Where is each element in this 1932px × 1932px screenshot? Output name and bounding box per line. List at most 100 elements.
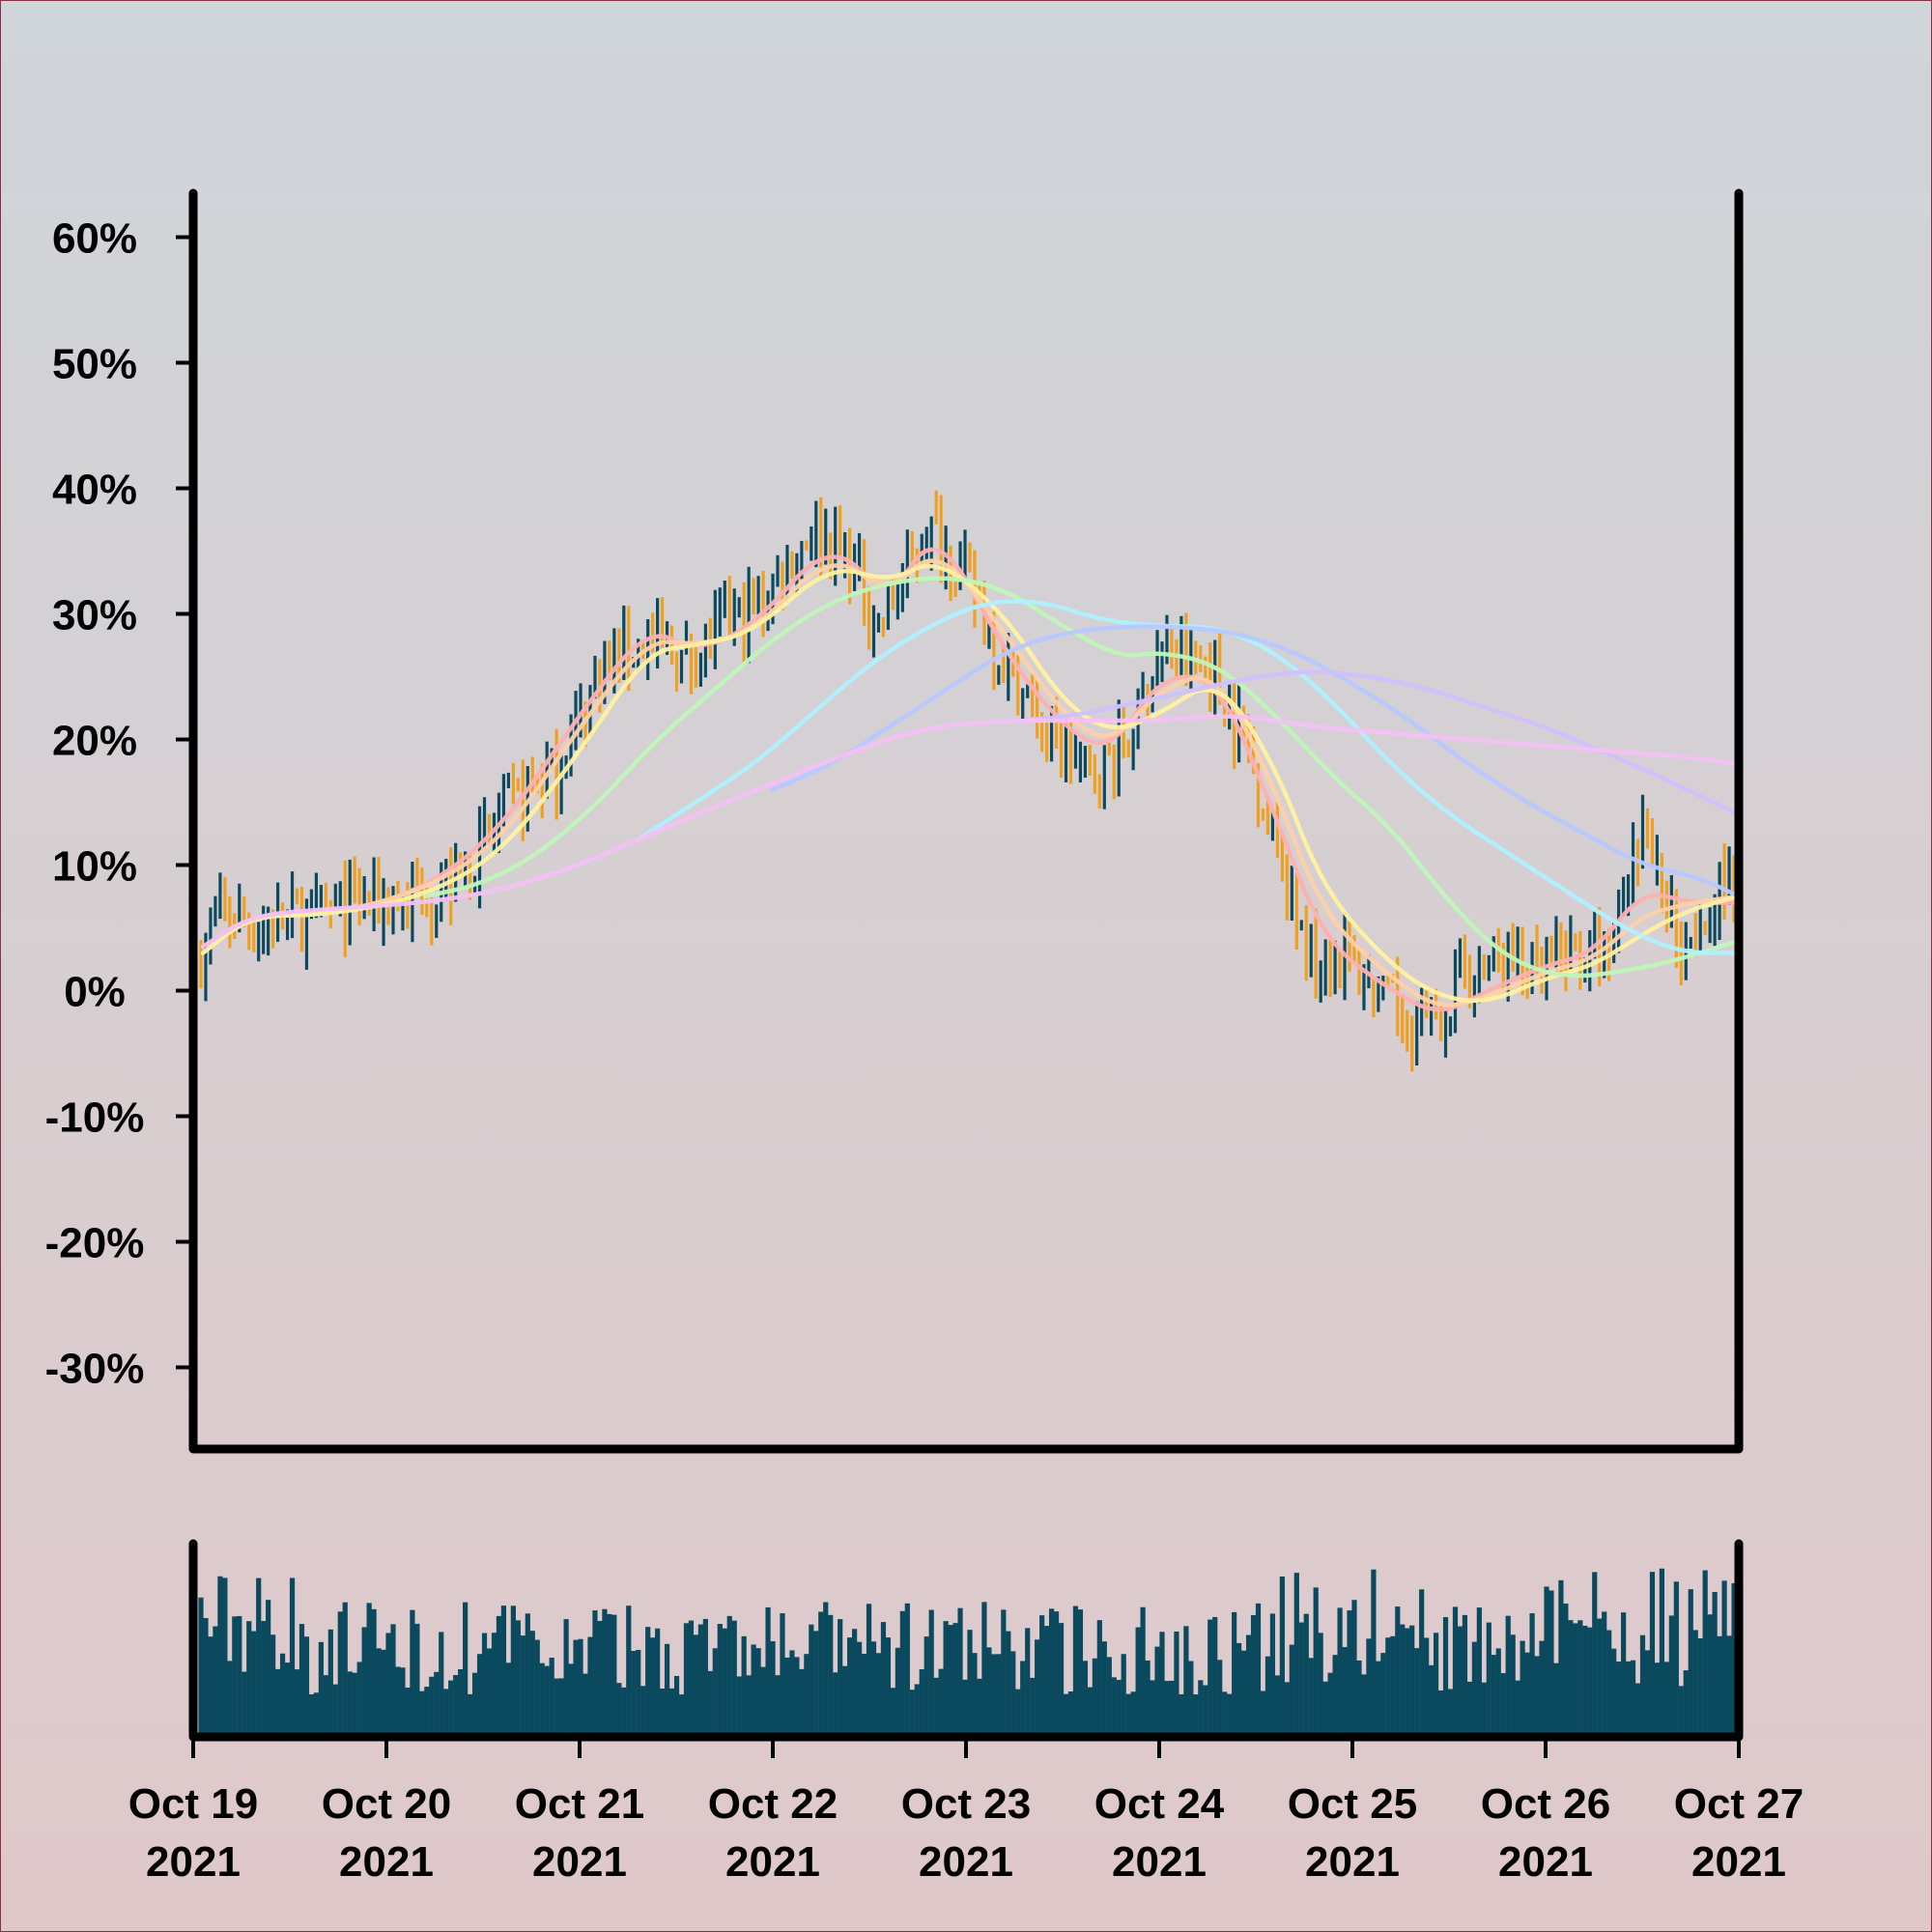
volume-bar — [875, 1653, 882, 1737]
volume-bar — [1602, 1611, 1607, 1737]
x-tick-label-date: Oct 23 — [901, 1780, 1032, 1828]
volume-bar — [1717, 1635, 1722, 1737]
x-tick-label-year: 2021 — [919, 1838, 1013, 1886]
volume-bar — [534, 1639, 540, 1737]
volume-bar — [1236, 1642, 1242, 1737]
x-tick-label-year: 2021 — [339, 1838, 434, 1886]
volume-bar — [1471, 1641, 1477, 1737]
volume-bar — [491, 1633, 497, 1737]
volume-bar — [952, 1623, 958, 1737]
volume-bar — [1193, 1694, 1199, 1737]
volume-bar — [1183, 1626, 1189, 1737]
volume-bar — [1150, 1680, 1155, 1737]
volume-bar — [327, 1629, 333, 1737]
volume-bar — [1442, 1617, 1449, 1737]
x-tick-label-year: 2021 — [1112, 1838, 1207, 1886]
volume-bar — [1101, 1641, 1107, 1737]
volume-bar — [1726, 1635, 1732, 1737]
volume-bar — [755, 1648, 761, 1737]
volume-bar — [1644, 1650, 1651, 1737]
volume-bar — [294, 1669, 300, 1737]
volume-bar — [1400, 1624, 1406, 1737]
volume-bar — [232, 1616, 238, 1737]
volume-bar — [1269, 1613, 1276, 1737]
volume-bar — [938, 1668, 944, 1737]
x-axis: Oct 19 2021 Oct 20 2021 Oct 21 2021 Oct 22 2021… — [128, 1737, 1804, 1886]
moving-average-line — [200, 563, 1742, 1004]
volume-bar — [702, 1618, 708, 1737]
volume-bar — [1332, 1655, 1338, 1737]
volume-bar — [448, 1680, 454, 1737]
volume-bar — [1255, 1603, 1262, 1737]
volume-bar — [784, 1657, 790, 1737]
volume-bar — [1452, 1606, 1459, 1737]
volume-bar — [1663, 1662, 1669, 1737]
volume-bar — [1044, 1626, 1050, 1737]
volume-bar — [1437, 1690, 1444, 1737]
volume-bar — [712, 1648, 718, 1737]
volume-bar — [505, 1662, 511, 1737]
volume-bar — [775, 1675, 781, 1737]
volume-bar — [1303, 1613, 1309, 1737]
volume-bar — [1096, 1620, 1102, 1737]
volume-bar — [1169, 1680, 1175, 1737]
volume-bar — [582, 1673, 588, 1737]
volume-bar — [1053, 1611, 1060, 1737]
volume-bar — [1264, 1656, 1271, 1737]
y-tick-label: 20% — [52, 718, 137, 765]
volume-bar — [626, 1605, 632, 1737]
y-tick-label: 60% — [52, 215, 137, 263]
volume-bar — [828, 1614, 834, 1737]
volume-bar — [1534, 1656, 1540, 1737]
volume-bar — [1222, 1691, 1228, 1737]
moving-average-lines — [200, 547, 1742, 1012]
volume-bar — [429, 1676, 435, 1737]
volume-bar — [1481, 1682, 1487, 1737]
volume-bar — [818, 1611, 824, 1737]
volume-bar — [323, 1675, 328, 1737]
volume-bar — [400, 1667, 406, 1737]
volume-bar — [284, 1662, 291, 1737]
volume-bar — [1284, 1682, 1290, 1737]
volume-bar — [1250, 1614, 1257, 1737]
volume-bar — [1424, 1637, 1430, 1737]
volume-bar — [1217, 1660, 1223, 1737]
volume-bar — [1563, 1604, 1569, 1737]
volume-bar — [303, 1636, 310, 1737]
volume-bar — [500, 1605, 507, 1737]
volume-bar — [1140, 1606, 1146, 1737]
x-tick-label-year: 2021 — [146, 1838, 241, 1886]
volume-bar — [751, 1644, 756, 1737]
volume-bar — [765, 1606, 771, 1737]
volume-bar — [1520, 1640, 1525, 1737]
volume-bar — [1006, 1631, 1011, 1737]
volume-bar — [390, 1624, 396, 1737]
volume-bar — [602, 1608, 608, 1737]
volume-bar — [919, 1669, 924, 1737]
volume-bar — [395, 1666, 401, 1737]
volume-bar — [1510, 1634, 1516, 1737]
volume-bar — [1419, 1589, 1425, 1737]
volume-bar — [1342, 1647, 1348, 1737]
volume-bar — [1371, 1569, 1377, 1737]
volume-bar — [1327, 1672, 1333, 1737]
volume-bar — [693, 1634, 699, 1737]
volume-bar — [587, 1636, 593, 1737]
volume-bar — [1154, 1646, 1160, 1737]
volume-bar — [1577, 1620, 1583, 1737]
volume-bar — [631, 1651, 637, 1737]
volume-bar — [621, 1687, 627, 1737]
volume-bar — [866, 1604, 872, 1737]
volume-bar — [794, 1657, 800, 1737]
volume-bar — [352, 1672, 357, 1737]
volume-bar — [1274, 1675, 1280, 1737]
volume-bar — [909, 1690, 915, 1737]
volume-bar — [1621, 1612, 1627, 1737]
volume-bar — [458, 1669, 464, 1737]
volume-bar — [650, 1637, 656, 1737]
volume-bar — [529, 1631, 535, 1737]
volume-bar — [1322, 1681, 1328, 1737]
volume-bar — [986, 1647, 992, 1737]
volume-bar — [799, 1668, 805, 1737]
volume-bar — [198, 1597, 204, 1737]
